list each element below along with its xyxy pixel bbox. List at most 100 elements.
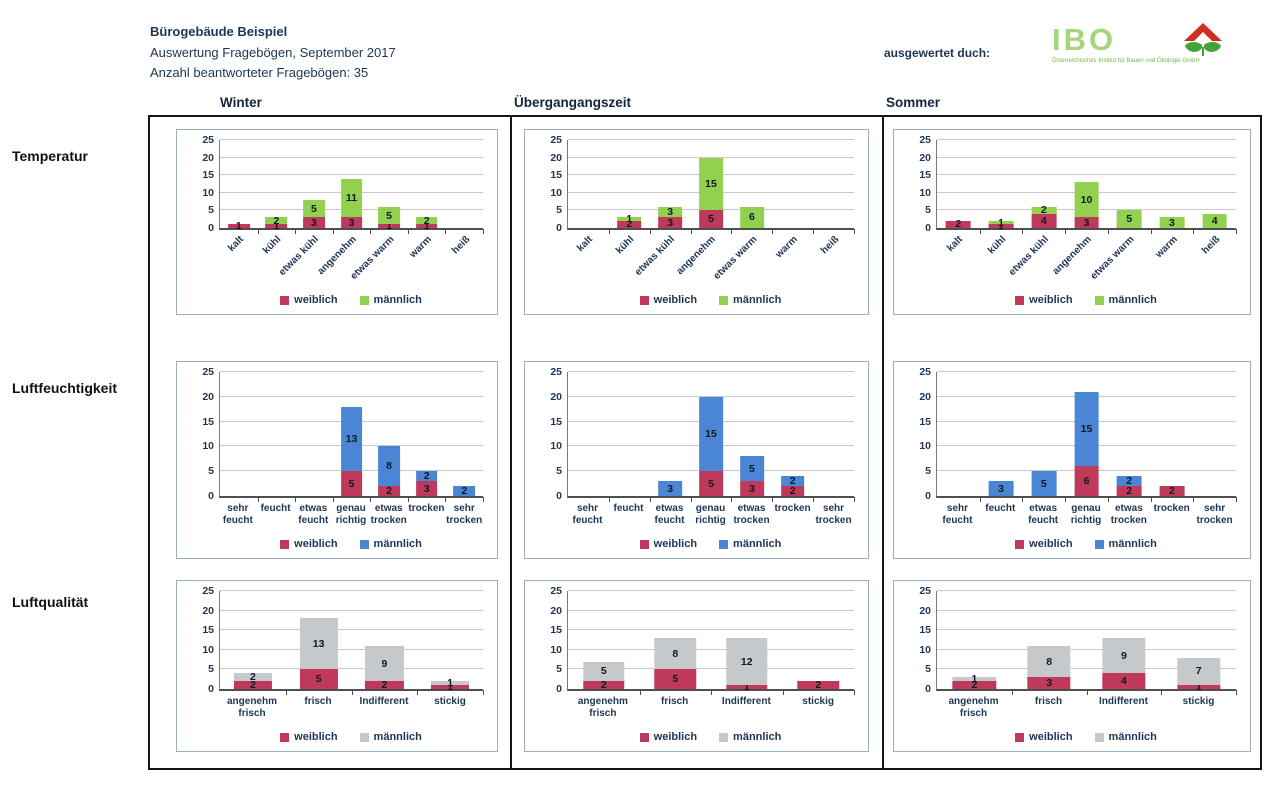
y-tick-label: 20 bbox=[919, 390, 931, 403]
bar-value-label: 2 bbox=[249, 671, 256, 684]
x-axis-tick bbox=[285, 690, 287, 695]
y-tick-label: 25 bbox=[202, 134, 214, 146]
bars-layer: 2 5 5 8 1 12 2 bbox=[568, 591, 854, 692]
y-tick-label: 5 bbox=[925, 663, 931, 676]
bar-maennlich: 11 bbox=[340, 178, 363, 218]
x-axis-tick bbox=[370, 229, 372, 234]
grid-line bbox=[937, 139, 1236, 140]
x-tick-label-text: heiß bbox=[1200, 234, 1223, 257]
bar-weiblich: 2 bbox=[1116, 485, 1142, 498]
x-tick-label: sehr trocken bbox=[446, 503, 483, 526]
bar-maennlich: 7 bbox=[1176, 657, 1221, 686]
bar-value-label: 8 bbox=[672, 647, 679, 660]
bar-weiblich: 1 bbox=[988, 221, 1014, 232]
x-axis-tick bbox=[1107, 229, 1109, 234]
grid-line bbox=[937, 648, 1236, 650]
y-tick-label: 20 bbox=[550, 151, 562, 164]
y-tick-label: 15 bbox=[202, 624, 214, 637]
x-axis-tick bbox=[854, 690, 855, 695]
y-tick-label: 10 bbox=[202, 440, 214, 453]
x-tick-label-text: kalt bbox=[575, 234, 596, 254]
bar-maennlich: 8 bbox=[378, 446, 400, 487]
row-label-luftqualitaet: Luftqualität bbox=[12, 594, 89, 610]
legend-weiblich-swatch bbox=[1015, 732, 1025, 742]
grid-line bbox=[937, 590, 1236, 591]
legend-maennlich-label: männlich bbox=[733, 731, 782, 743]
x-axis-tick bbox=[257, 497, 259, 502]
bar-value-label: 2 bbox=[955, 218, 962, 231]
category-slot: 2 bbox=[1151, 372, 1194, 496]
bar-weiblich: 3 bbox=[658, 217, 682, 228]
bar-value-label: 5 bbox=[386, 209, 393, 222]
bar-weiblich: 1 bbox=[265, 221, 288, 232]
x-tick-label-text: warm bbox=[407, 234, 435, 261]
x-tick-label-text: heiß bbox=[449, 234, 472, 257]
bar-value-label: 4 bbox=[1120, 675, 1127, 688]
chart-legend: weiblich männlich bbox=[936, 290, 1236, 310]
column-header-winter: Winter bbox=[220, 95, 262, 110]
legend-item-weiblich: weiblich bbox=[639, 538, 697, 550]
y-tick-label: 5 bbox=[556, 204, 562, 217]
plot-area: 0 5 10 15 20 25 2 1 1 4 2 3 10 5 3 4 bbox=[919, 134, 1237, 234]
grid-line bbox=[220, 156, 483, 158]
bar-value-label: 15 bbox=[705, 178, 717, 190]
x-tick-label: stickig bbox=[802, 696, 834, 707]
x-axis-tick bbox=[351, 690, 353, 695]
y-tick-label: 0 bbox=[556, 683, 562, 695]
grid-line bbox=[937, 371, 1236, 372]
x-axis-tick bbox=[1161, 690, 1163, 695]
y-tick-label: 15 bbox=[202, 415, 214, 428]
x-axis-tick bbox=[979, 229, 981, 234]
x-axis-tick bbox=[782, 690, 784, 695]
bar-weiblich: 4 bbox=[1102, 673, 1146, 689]
y-tick-label: 25 bbox=[550, 366, 562, 378]
chart-temperatur-sommer: 0 5 10 15 20 25 2 1 1 4 2 3 10 5 3 4 kalt kühl etwas kühl a… bbox=[893, 129, 1251, 315]
bars-layer: 2 1 3 3 5 15 6 bbox=[568, 140, 854, 230]
legend-weiblich-label: weiblich bbox=[294, 731, 338, 743]
table-cell: 0 5 10 15 20 25 3 5 6 15 2 2 2 sehr feucht feucht etwas… bbox=[884, 360, 1260, 578]
bar-value-label: 9 bbox=[381, 657, 388, 670]
chart-legend: weiblich männlich bbox=[567, 534, 854, 554]
bar-weiblich: 2 bbox=[233, 680, 272, 690]
bars-layer: 2 1 1 4 2 3 10 5 3 4 bbox=[937, 140, 1236, 232]
bar-value-label: 2 bbox=[273, 214, 280, 227]
x-axis-tick bbox=[1022, 497, 1024, 502]
y-tick-label: 20 bbox=[202, 151, 214, 164]
legend-weiblich-label: weiblich bbox=[294, 538, 338, 550]
bar-maennlich: 15 bbox=[1074, 391, 1099, 467]
y-tick-label: 5 bbox=[208, 465, 214, 478]
x-tick-label: sehr feucht bbox=[222, 503, 253, 526]
x-tick-label: genau richtig bbox=[1070, 503, 1102, 526]
legend-item-weiblich: weiblich bbox=[1015, 731, 1073, 743]
bars-layer: 5 13 2 8 3 2 2 bbox=[220, 372, 483, 496]
legend-maennlich-swatch bbox=[719, 295, 729, 305]
chart-legend: weiblich männlich bbox=[936, 727, 1236, 747]
bar-value-label: 3 bbox=[667, 206, 674, 219]
x-tick-label: Indifferent bbox=[721, 696, 771, 707]
category-slot: 5 bbox=[1108, 140, 1151, 228]
x-axis-tick bbox=[370, 497, 372, 502]
category-slot bbox=[445, 140, 483, 228]
x-axis-tick bbox=[1150, 229, 1152, 234]
chart-temperatur-uebergangangszeit: 0 5 10 15 20 25 2 1 3 3 5 15 6 kalt kühl etwas kühl ange… bbox=[524, 129, 869, 315]
x-axis-tick bbox=[483, 229, 484, 234]
legend-maennlich-label: männlich bbox=[733, 538, 782, 550]
bar-weiblich: 2 bbox=[365, 680, 404, 690]
bar-maennlich: 10 bbox=[1074, 182, 1099, 218]
category-slot bbox=[568, 140, 609, 228]
bar-weiblich: 2 bbox=[780, 486, 805, 496]
x-tick-label: etwas feucht bbox=[298, 503, 329, 526]
chart-luftqualitaet-uebergangangszeit: 0 5 10 15 20 25 2 5 5 8 1 12 2 angenehm frisch frisch I… bbox=[524, 580, 869, 752]
bar-maennlich: 15 bbox=[699, 157, 723, 211]
bar-value-label: 3 bbox=[348, 216, 355, 229]
y-tick-label: 10 bbox=[919, 440, 931, 453]
chart-luftqualitaet-winter: 0 5 10 15 20 25 2 2 5 13 2 9 1 1 angenehm frisch frisch… bbox=[176, 580, 498, 752]
y-tick-label: 15 bbox=[550, 415, 562, 428]
bar-weiblich: 3 bbox=[303, 217, 325, 228]
bar-value-label: 2 bbox=[1126, 485, 1133, 498]
